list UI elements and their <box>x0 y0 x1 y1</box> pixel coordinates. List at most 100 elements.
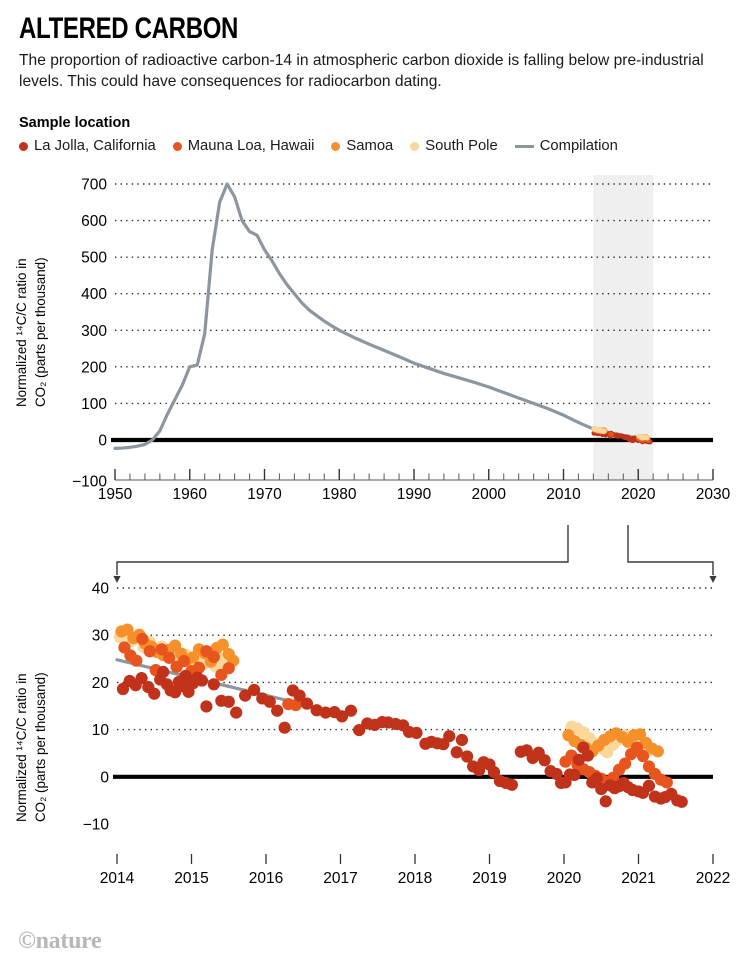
legend-dot-swatch <box>331 141 341 151</box>
detail-data-point <box>116 682 130 696</box>
detail-data-point <box>344 704 358 717</box>
nature-credit: ©nature <box>18 928 102 954</box>
legend-item-label: South Pole <box>425 138 498 154</box>
detail-data-point <box>207 678 220 691</box>
detail-data-point <box>207 650 220 664</box>
detail-data-point <box>163 651 176 664</box>
overview-sample-cluster <box>591 426 653 445</box>
detail-data-point <box>271 704 284 717</box>
overview-data-point <box>608 431 614 437</box>
legend-dot-swatch <box>172 141 182 151</box>
detail-data-point <box>461 750 474 763</box>
detail-y-tick-40: 40 <box>92 581 110 598</box>
overview-y-tick-400: 400 <box>81 286 107 303</box>
detail-series-la-jolla-california <box>116 665 688 808</box>
detail-data-point <box>660 776 673 789</box>
detail-data-point <box>192 661 206 674</box>
detail-data-point <box>590 772 603 785</box>
detail-data-point <box>599 795 612 808</box>
legend-item-la-jolla-california[interactable]: La Jolla, California <box>19 138 156 154</box>
legend-item-label: Samoa <box>346 138 394 154</box>
detail-data-point <box>200 700 213 713</box>
legend-dot-swatch <box>19 141 28 151</box>
detail-data-point <box>455 733 469 747</box>
detail-data-point <box>443 730 456 743</box>
detail-data-point <box>157 665 170 679</box>
detail-data-point <box>568 768 581 782</box>
detail-data-point <box>618 757 632 770</box>
detail-x-tick-2015: 2015 <box>174 870 208 887</box>
overview-x-tick-2020: 2020 <box>621 486 656 503</box>
overview-x-tick-1990: 1990 <box>397 486 432 503</box>
detail-data-point <box>278 721 291 734</box>
overview-x-tick-1950: 1950 <box>98 486 133 503</box>
legend-item-samoa[interactable]: Samoa <box>331 138 393 154</box>
overview-y-tick-0: 0 <box>98 433 107 450</box>
overview-y-tick-300: 300 <box>81 323 107 340</box>
legend-dot-swatch <box>410 141 420 151</box>
detail-data-point <box>148 687 161 700</box>
detail-data-point <box>216 638 229 651</box>
detail-data-point <box>450 746 463 759</box>
detail-x-tick-2021: 2021 <box>621 870 655 887</box>
legend-item-south-pole[interactable]: South Pole <box>410 138 498 154</box>
detail-x-tick-2019: 2019 <box>472 870 506 887</box>
overview-y-tick-100: 100 <box>81 396 107 413</box>
detail-chart: 40 30 20 10 0 −10 2014 2015 2016 2017 2018 2019 2020… <box>83 581 731 888</box>
detail-data-point <box>289 698 302 712</box>
connector-right-path <box>627 525 714 575</box>
legend-item-compilation[interactable]: Compilation <box>514 138 618 154</box>
overview-y-tick-600: 600 <box>81 213 107 230</box>
connector-left-path <box>116 525 569 575</box>
detail-data-point <box>353 723 366 737</box>
overview-data-point <box>601 428 607 434</box>
connector-right-arrowhead <box>709 576 717 583</box>
detail-data-point <box>642 779 656 792</box>
detail-data-point <box>222 695 235 708</box>
overview-x-tick-1970: 1970 <box>247 486 282 503</box>
detail-data-point <box>155 643 168 656</box>
overview-compilation-line <box>113 182 648 451</box>
detail-data-point <box>335 710 349 723</box>
detail-y-tick-0: 0 <box>100 769 109 786</box>
detail-data-point <box>319 706 332 719</box>
legend: La Jolla, California Mauna Loa, Hawaii Sam… <box>19 136 739 156</box>
overview-data-point <box>644 435 650 441</box>
detail-y-tick--10: −10 <box>83 817 110 834</box>
legend-item-mauna-loa-hawaii[interactable]: Mauna Loa, Hawaii <box>172 138 315 154</box>
detail-data-point <box>130 654 143 667</box>
page-title: ALTERED CARBON <box>19 12 239 45</box>
detail-data-point <box>487 765 501 779</box>
detail-x-tick-2017: 2017 <box>323 870 357 887</box>
overview-x-tick-1980: 1980 <box>322 486 357 503</box>
legend-title: Sample location <box>19 115 131 131</box>
detail-y-tick-20: 20 <box>92 675 110 692</box>
detail-x-tick-2022: 2022 <box>696 870 730 887</box>
detail-data-point <box>293 689 306 702</box>
detail-data-point <box>410 726 423 739</box>
detail-data-point <box>630 741 644 754</box>
overview-x-tick-2030: 2030 <box>696 486 731 503</box>
detail-data-point <box>636 749 650 763</box>
detail-data-point <box>651 745 664 758</box>
detail-x-tick-2020: 2020 <box>547 870 582 887</box>
detail-x-tick-2018: 2018 <box>398 870 432 887</box>
detail-data-point <box>195 674 209 687</box>
connector-left-arrowhead <box>113 576 121 583</box>
legend-item-label: Mauna Loa, Hawaii <box>187 138 315 154</box>
detail-x-tick-2016: 2016 <box>249 870 283 887</box>
legend-line-swatch <box>514 144 534 148</box>
detail-data-point <box>239 689 252 702</box>
detail-data-point <box>179 669 192 682</box>
detail-data-point <box>121 623 134 636</box>
detail-data-point <box>581 749 594 762</box>
detail-data-point <box>633 728 647 741</box>
overview-x-tick-2000: 2000 <box>472 486 507 503</box>
legend-item-label: La Jolla, California <box>34 138 156 154</box>
detail-data-point <box>675 795 688 808</box>
overview-x-tick-2010: 2010 <box>546 486 581 503</box>
overview-y-tick-200: 200 <box>81 359 107 376</box>
overview-y-tick-700: 700 <box>81 177 107 194</box>
detail-x-tick-2014: 2014 <box>100 870 135 887</box>
